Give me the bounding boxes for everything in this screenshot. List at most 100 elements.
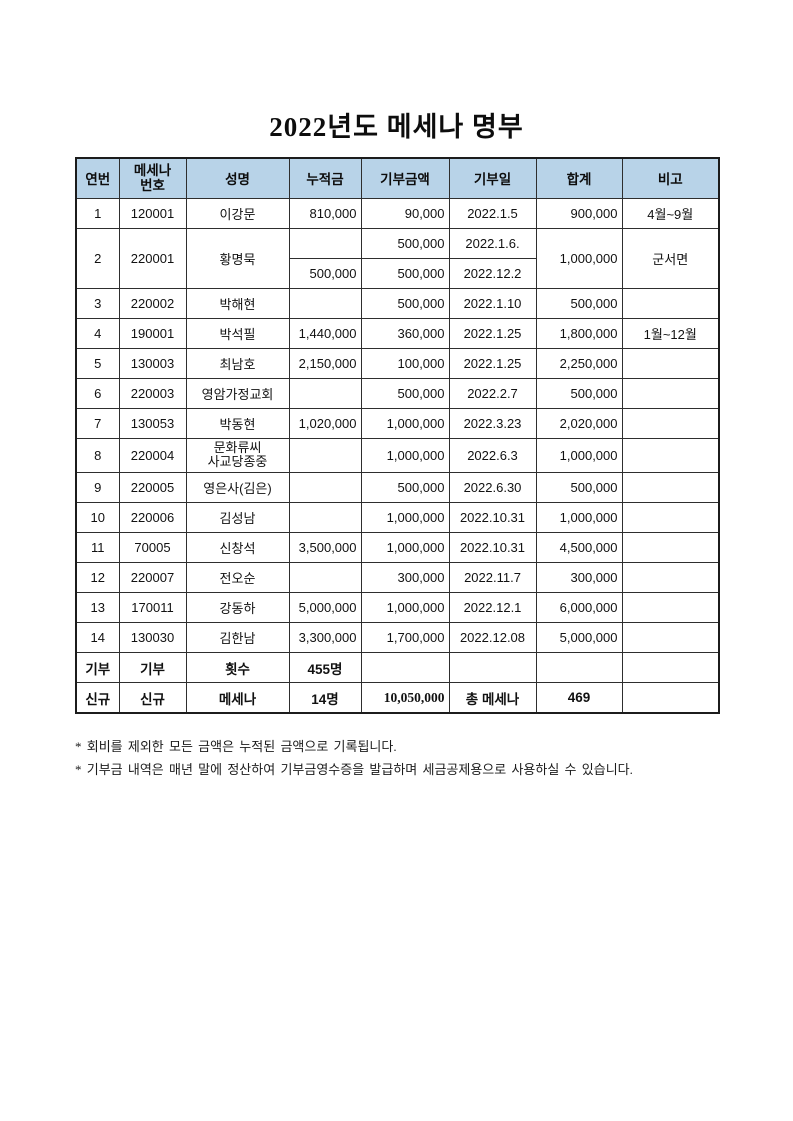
cell-date: 2022.11.7: [448, 562, 537, 594]
footnote-line: * 기부금 내역은 매년 말에 정산하여 기부금영수증을 발급하며 세금공제용으…: [75, 762, 633, 778]
table-row: 1 120001 이강문 810,000 90,000 2022.1.5 900…: [75, 197, 720, 229]
cell-accum: 500,000: [288, 257, 362, 289]
cell-note: [621, 682, 720, 714]
cell-accum: [288, 227, 362, 259]
cell-accum: [288, 377, 362, 409]
cell-label: [448, 652, 537, 684]
cell-name: 최남호: [185, 347, 290, 379]
table-row: 9 220005 영은사(김은) 500,000 2022.6.30 500,0…: [75, 472, 720, 504]
cell-amount: 1,700,000: [360, 622, 450, 654]
cell-value: [360, 652, 450, 684]
table-row: 11 70005 신창석 3,500,000 1,000,000 2022.10…: [75, 532, 720, 564]
cell-date: 2022.6.3: [448, 437, 537, 474]
cell-name: 김성남: [185, 502, 290, 534]
table-row: 12 220007 전오순 300,000 2022.11.7 300,000: [75, 562, 720, 594]
header-total: 합계: [535, 157, 623, 199]
cell-member-no: 130030: [118, 622, 187, 654]
cell-accum: 1,020,000: [288, 407, 362, 439]
cell-no: 6: [75, 377, 120, 409]
footnote-line: * 회비를 제외한 모든 금액은 누적된 금액으로 기록됩니다.: [75, 738, 397, 754]
cell-name: 영암가정교회: [185, 377, 290, 409]
cell-total: 2,020,000: [535, 407, 623, 439]
cell-amount: 500,000: [360, 227, 450, 259]
cell-name: 신창석: [185, 532, 290, 564]
cell-member-no: 220005: [118, 472, 187, 504]
cell-no: 11: [75, 532, 120, 564]
cell-date: 2022.1.6.: [448, 227, 537, 259]
cell-label: 횟수: [185, 652, 290, 684]
table-subrow: 500,000 500,000 2022.12.2: [76, 257, 719, 289]
cell-accum: [288, 562, 362, 594]
cell-no: 13: [75, 592, 120, 624]
cell-date: 2022.12.08: [448, 622, 537, 654]
header-row: 연번 메세나 번호 성명 누적금 기부금액 기부일 합계 비고: [75, 157, 720, 199]
cell-member-no: 170011: [118, 592, 187, 624]
cell-member-no: 130003: [118, 347, 187, 379]
cell-name: 박해현: [185, 287, 290, 319]
cell-accum: 3,300,000: [288, 622, 362, 654]
cell-name: 영은사(김은): [185, 472, 290, 504]
cell-note: 군서면: [621, 227, 720, 289]
cell-date: 2022.1.5: [448, 197, 537, 229]
cell-date: 2022.2.7: [448, 377, 537, 409]
cell-total-count: 469: [535, 682, 623, 714]
cell-name: 강동하: [185, 592, 290, 624]
cell-no: 5: [75, 347, 120, 379]
cell-grand-total: 10,050,000: [360, 682, 450, 714]
cell-total: 2,250,000: [535, 347, 623, 379]
header-member-no: 메세나 번호: [118, 157, 187, 199]
cell-amount: 1,000,000: [360, 592, 450, 624]
table-row: 7 130053 박동현 1,020,000 1,000,000 2022.3.…: [75, 407, 720, 439]
cell-count: 455명: [288, 652, 362, 684]
cell-total: 1,000,000: [535, 502, 623, 534]
cell-amount: 1,000,000: [360, 502, 450, 534]
cell-name: 전오순: [185, 562, 290, 594]
cell-note: [621, 622, 720, 654]
cell-member-no: 220007: [118, 562, 187, 594]
cell-accum: 1,440,000: [288, 317, 362, 349]
cell-name: 박동현: [185, 407, 290, 439]
cell-amount: 1,000,000: [360, 437, 450, 474]
cell-date: 2022.3.23: [448, 407, 537, 439]
header-amount: 기부금액: [360, 157, 450, 199]
cell-amount: 90,000: [360, 197, 450, 229]
roster-table: 연번 메세나 번호 성명 누적금 기부금액 기부일 합계 비고 1 120001…: [75, 157, 720, 714]
cell-date: 2022.1.25: [448, 317, 537, 349]
cell-total: 4,500,000: [535, 532, 623, 564]
cell-member-no: 220004: [118, 437, 187, 474]
cell-accum: 5,000,000: [288, 592, 362, 624]
summary-row-new: 신규 신규 메세나 14명 10,050,000 총 메세나 469: [75, 682, 720, 714]
summary-row-donation: 기부 기부 횟수 455명: [75, 652, 720, 684]
cell-note: [621, 407, 720, 439]
cell-label: 메세나: [185, 682, 290, 714]
header-note: 비고: [621, 157, 720, 199]
header-date: 기부일: [448, 157, 537, 199]
cell-total: 300,000: [535, 562, 623, 594]
cell-amount: 500,000: [360, 257, 450, 289]
cell-accum: 2,150,000: [288, 347, 362, 379]
cell-member-no: 220001: [118, 227, 187, 289]
cell-no: 8: [75, 437, 120, 474]
cell-amount: 300,000: [360, 562, 450, 594]
cell-total: 1,000,000: [535, 227, 623, 289]
cell-amount: 1,000,000: [360, 407, 450, 439]
footnotes: * 회비를 제외한 모든 금액은 누적된 금액으로 기록됩니다. * 기부금 내…: [75, 735, 735, 782]
table-row: 14 130030 김한남 3,300,000 1,700,000 2022.1…: [75, 622, 720, 654]
cell-total: 500,000: [535, 377, 623, 409]
cell-note: [621, 652, 720, 684]
table-row: 6 220003 영암가정교회 500,000 2022.2.7 500,000: [75, 377, 720, 409]
cell-date: 2022.6.30: [448, 472, 537, 504]
table-row: 13 170011 강동하 5,000,000 1,000,000 2022.1…: [75, 592, 720, 624]
cell-note: 1월~12월: [621, 317, 720, 349]
cell-name: 박석필: [185, 317, 290, 349]
cell-accum: 3,500,000: [288, 532, 362, 564]
cell-amount: 500,000: [360, 377, 450, 409]
header-no: 연번: [75, 157, 120, 199]
cell-note: [621, 502, 720, 534]
table-row: 5 130003 최남호 2,150,000 100,000 2022.1.25…: [75, 347, 720, 379]
cell-name: 이강문: [185, 197, 290, 229]
cell-total: 500,000: [535, 287, 623, 319]
cell-label: 기부: [118, 652, 187, 684]
cell-no: 3: [75, 287, 120, 319]
